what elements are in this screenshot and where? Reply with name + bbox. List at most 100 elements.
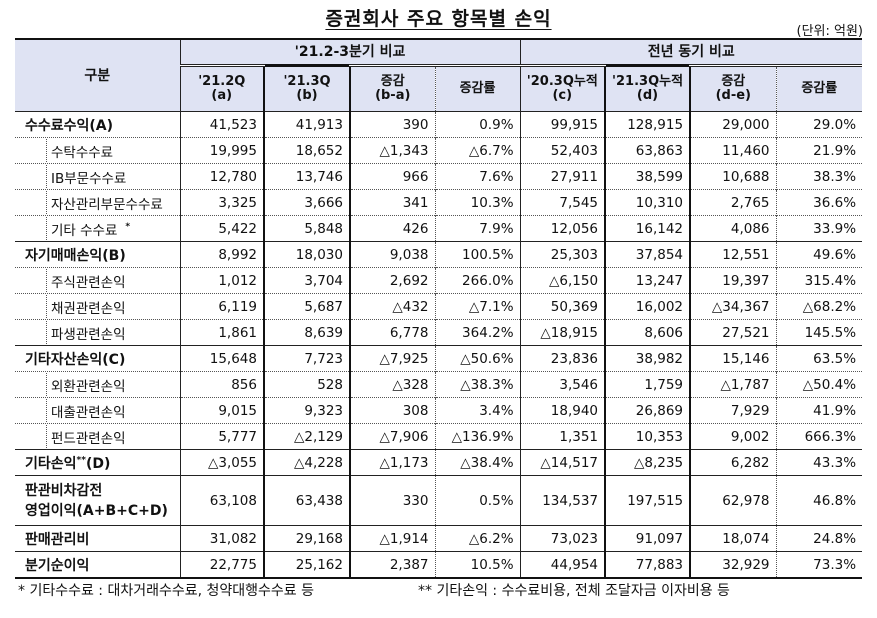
cell-value: 32,929: [689, 551, 777, 579]
cell-value: 99,915: [519, 111, 606, 138]
cell-value: △7,906: [349, 423, 435, 450]
cell-value: 63,863: [604, 137, 692, 164]
cell-value: 29,000: [689, 111, 777, 138]
table-row: 대출관련손익 9,015 9,323 308 3.4% 18,940 26,869 7,929…: [15, 397, 863, 424]
cell-value: 25,162: [263, 551, 351, 579]
cell-value: 10.3%: [434, 189, 521, 216]
row-label: 기타 수수료 *: [15, 215, 180, 242]
cell-value: 10,353: [604, 423, 692, 450]
cell-value: 63,108: [179, 475, 264, 526]
cell-value: 38.3%: [775, 163, 863, 190]
cell-value: 29.0%: [775, 111, 863, 138]
cell-value: 2,387: [349, 551, 435, 579]
footnote-marker: *: [125, 222, 131, 232]
row-label-text: 판관비차감전: [25, 482, 103, 499]
cell-value: 390: [349, 111, 435, 138]
cell-value: 16,142: [604, 215, 692, 242]
header-col-3: 증감률: [434, 64, 521, 112]
cell-value: 73.3%: [775, 551, 863, 579]
cell-value: △2,129: [263, 423, 351, 450]
cell-value: 426: [349, 215, 435, 242]
cell-value: △8,235: [604, 449, 692, 476]
cell-value: △50.4%: [775, 371, 863, 398]
footnote-marker: **: [76, 454, 86, 465]
cell-value: 2,692: [349, 267, 435, 294]
cell-value: △1,343: [349, 137, 435, 164]
unit-label: (단위: 억원): [796, 24, 864, 39]
row-label: 펀드관련손익: [15, 423, 180, 450]
header-col-line2: (d): [636, 88, 659, 103]
cell-value: △432: [349, 293, 435, 320]
cell-value: 8,992: [179, 241, 264, 268]
row-label-text: 판매관리비: [25, 531, 90, 548]
cell-value: 31,082: [179, 525, 264, 552]
cell-value: 44,954: [519, 551, 606, 579]
cell-value: 25,303: [519, 241, 606, 268]
header-col-6: 증감 (d-e): [689, 64, 777, 112]
row-label: 자기매매손익(B): [15, 241, 180, 268]
cell-value: 15,648: [179, 345, 264, 372]
cell-value: 528: [263, 371, 351, 398]
header-col-line1: '21.3Q누적: [612, 74, 684, 89]
cell-value: 63.5%: [775, 345, 863, 372]
header-col-line1: 증감: [380, 74, 405, 89]
cell-value: 145.5%: [775, 319, 863, 346]
cell-value: △38.3%: [434, 371, 521, 398]
footnote-1: * 기타수수료 : 대차거래수수료, 청약대행수수료 등: [18, 583, 315, 599]
cell-value: △4,228: [263, 449, 351, 476]
table-row: 자산관리부문수수료 3,325 3,666 341 10.3% 7,545 10,310 2,…: [15, 189, 863, 216]
cell-value: 77,883: [604, 551, 692, 579]
header-col-line2: (b): [296, 88, 318, 103]
table-row: 판관비차감전 영업이익(A+B+C+D) 63,108 63,438 330 0.5% 13…: [15, 475, 863, 526]
cell-value: 46.8%: [775, 475, 863, 526]
table-row: 기타자산손익(C) 15,648 7,723 △7,925 △50.6% 23,836 38…: [15, 345, 863, 372]
cell-value: △7.1%: [434, 293, 521, 320]
cell-value: 50,369: [519, 293, 606, 320]
cell-value: 9,002: [689, 423, 777, 450]
row-label-text: 수수료수익(A): [25, 117, 114, 134]
cell-value: 8,606: [604, 319, 692, 346]
cell-value: 23,836: [519, 345, 606, 372]
header-col-5: '21.3Q누적 (d): [604, 64, 692, 112]
header-col-line2: (a): [211, 88, 233, 103]
cell-value: 36.6%: [775, 189, 863, 216]
row-label: 외환관련손익: [15, 371, 180, 398]
header-group-yoy: 전년 동기 비교: [519, 38, 863, 66]
page-title: 증권회사 주요 항목별 손익: [325, 8, 552, 30]
row-label: 주식관련손익: [15, 267, 180, 294]
header-col-7: 증감률: [775, 64, 863, 112]
cell-value: 18,940: [519, 397, 606, 424]
row-label-text: 분기순이익: [25, 557, 90, 574]
row-label-text: IB부문수수료: [51, 170, 127, 187]
header-col-line2: (c): [552, 88, 573, 103]
header-col-line1: '21.2Q: [198, 74, 246, 89]
cell-value: 9,038: [349, 241, 435, 268]
cell-value: 18,030: [263, 241, 351, 268]
cell-value: 7.6%: [434, 163, 521, 190]
cell-value: 0.5%: [434, 475, 521, 526]
profit-loss-table: 구분 '21.2-3분기 비교 전년 동기 비교 '21.2Q (a) '21.3Q…: [15, 38, 863, 579]
cell-value: 10,310: [604, 189, 692, 216]
row-label-text: 펀드관련손익: [51, 430, 126, 447]
cell-value: 8,639: [263, 319, 351, 346]
cell-value: 62,978: [689, 475, 777, 526]
cell-value: 16,002: [604, 293, 692, 320]
row-label-text: 자산관리부문수수료: [51, 196, 163, 213]
cell-value: 12,780: [179, 163, 264, 190]
cell-value: 330: [349, 475, 435, 526]
cell-value: △6,150: [519, 267, 606, 294]
cell-value: 1,759: [604, 371, 692, 398]
header-col-1: '21.3Q (b): [263, 64, 351, 112]
row-label: 수탁수수료: [15, 137, 180, 164]
cell-value: 2,765: [689, 189, 777, 216]
cell-value: 0.9%: [434, 111, 521, 138]
cell-value: 341: [349, 189, 435, 216]
table-row: 외환관련손익 856 528 △328 △38.3% 3,546 1,759 △1,787 △5…: [15, 371, 863, 398]
row-label-text: 수탁수수료: [51, 144, 114, 161]
header-category: 구분: [15, 38, 180, 112]
cell-value: 15,146: [689, 345, 777, 372]
cell-value: △1,914: [349, 525, 435, 552]
cell-value: 364.2%: [434, 319, 521, 346]
row-label: 채권관련손익: [15, 293, 180, 320]
cell-value: 41,523: [179, 111, 264, 138]
